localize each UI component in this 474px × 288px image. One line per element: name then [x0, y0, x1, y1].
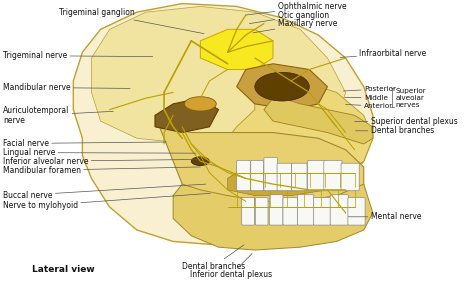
Text: Mental nerve: Mental nerve	[348, 212, 421, 221]
FancyBboxPatch shape	[251, 160, 264, 191]
Text: Anterior: Anterior	[346, 103, 393, 109]
Text: Maxillary nerve: Maxillary nerve	[253, 19, 337, 33]
Polygon shape	[91, 6, 346, 144]
FancyBboxPatch shape	[292, 163, 307, 191]
Ellipse shape	[255, 72, 310, 101]
Polygon shape	[73, 3, 373, 244]
Text: Lateral view: Lateral view	[32, 265, 94, 274]
Text: Inferior alveolar nerve: Inferior alveolar nerve	[3, 157, 197, 166]
FancyBboxPatch shape	[277, 163, 292, 191]
Polygon shape	[237, 64, 328, 110]
FancyBboxPatch shape	[269, 195, 283, 225]
Text: Auriculotemporal
nerve: Auriculotemporal nerve	[3, 106, 113, 125]
FancyBboxPatch shape	[298, 195, 314, 225]
FancyBboxPatch shape	[324, 160, 342, 191]
Text: Lingual nerve: Lingual nerve	[3, 148, 196, 157]
Text: Middle: Middle	[345, 94, 388, 101]
Text: Facial nerve: Facial nerve	[3, 139, 166, 148]
FancyBboxPatch shape	[283, 198, 298, 225]
Text: Dental branches: Dental branches	[182, 245, 246, 270]
Text: Trigeminal nerve: Trigeminal nerve	[3, 51, 153, 60]
Text: Infraorbital nerve: Infraorbital nerve	[340, 49, 427, 58]
FancyBboxPatch shape	[237, 160, 250, 191]
Text: Superior dental plexus: Superior dental plexus	[355, 117, 457, 126]
FancyBboxPatch shape	[330, 195, 348, 225]
Text: Inferior dental plexus: Inferior dental plexus	[190, 253, 272, 279]
Polygon shape	[201, 29, 273, 69]
Polygon shape	[155, 98, 219, 132]
Polygon shape	[219, 81, 373, 196]
Polygon shape	[264, 98, 373, 144]
Text: Mandibular foramen: Mandibular foramen	[3, 166, 201, 175]
Ellipse shape	[191, 157, 210, 166]
FancyBboxPatch shape	[242, 198, 255, 225]
Text: Trigeminal ganglion: Trigeminal ganglion	[59, 8, 204, 34]
Text: Mandibular nerve: Mandibular nerve	[3, 83, 130, 92]
FancyBboxPatch shape	[313, 198, 331, 225]
Text: Otic ganglion: Otic ganglion	[249, 11, 328, 24]
Text: Ophthalmic nerve: Ophthalmic nerve	[246, 3, 346, 15]
Text: Superior
alveolar
nerves: Superior alveolar nerves	[395, 88, 426, 108]
FancyBboxPatch shape	[341, 163, 359, 191]
Polygon shape	[173, 184, 373, 250]
Text: Posterior: Posterior	[343, 86, 396, 92]
Polygon shape	[228, 167, 355, 196]
FancyBboxPatch shape	[308, 160, 325, 191]
Text: Dental branches: Dental branches	[356, 126, 434, 135]
FancyBboxPatch shape	[264, 158, 277, 191]
FancyBboxPatch shape	[348, 198, 365, 225]
Text: Nerve to mylohyoid: Nerve to mylohyoid	[3, 193, 210, 210]
Text: Buccal nerve: Buccal nerve	[3, 184, 206, 200]
Ellipse shape	[184, 97, 216, 111]
FancyBboxPatch shape	[255, 198, 268, 225]
Polygon shape	[155, 115, 364, 236]
